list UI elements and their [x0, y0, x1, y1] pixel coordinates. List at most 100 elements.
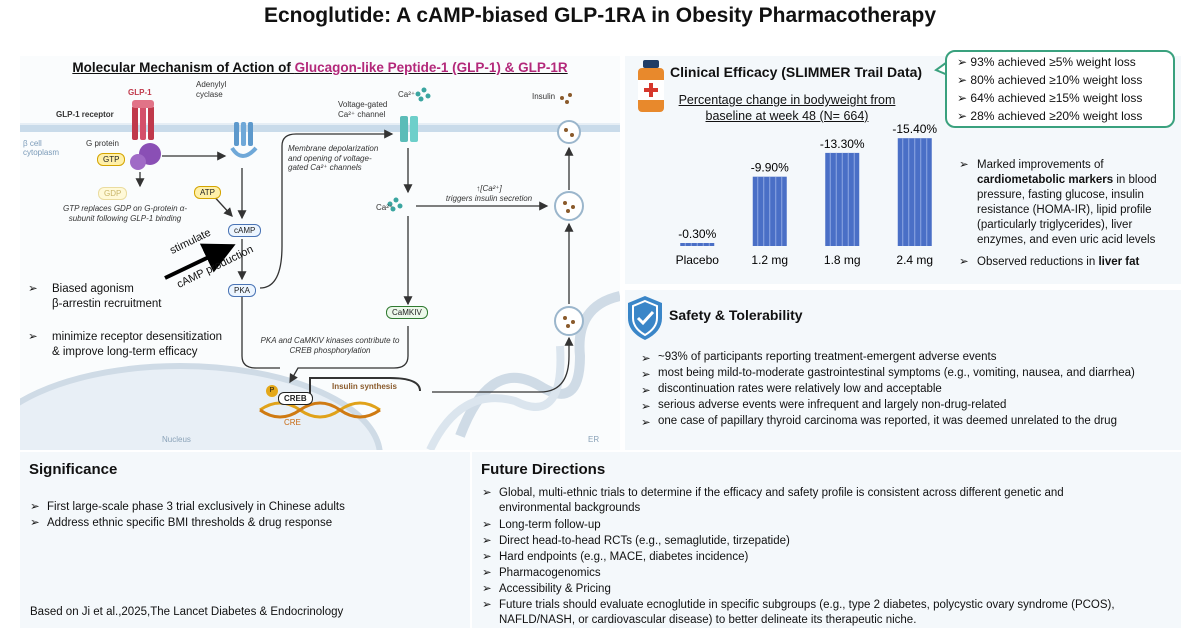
bullet-arrow-icon: ➢	[482, 583, 492, 595]
callout-text-1: 93% achieved ≥5% weight loss	[970, 55, 1136, 69]
significance-item-2: ➢ Address ethnic specific BMI thresholds …	[30, 516, 332, 531]
bullet-arrow-icon: ➢	[641, 417, 651, 429]
creb-note: PKA and CaMKIV kinases contribute to CRE…	[260, 336, 400, 355]
significance-text-2: Address ethnic specific BMI thresholds &…	[47, 517, 333, 529]
g-protein-shape	[130, 143, 161, 170]
page-title: Ecnoglutide: A cAMP-biased GLP-1RA in Ob…	[263, 4, 937, 27]
receptor-label: GLP-1 receptor	[56, 110, 114, 119]
calcium-middle-label: Ca²⁺	[376, 203, 394, 212]
bullet-arrow-icon: ➢	[959, 256, 969, 268]
bullet-arrow-icon: ➢	[482, 599, 492, 611]
citation: Based on Ji et al.,2025,The Lancet Diabe…	[30, 606, 344, 618]
insulin-synthesis-label: Insulin synthesis	[332, 382, 397, 391]
bullet-arrow-icon: ➢	[957, 55, 968, 69]
callout-line-4: ➢ 28% achieved ≥20% weight loss	[957, 109, 1142, 123]
efficacy-bullet-1: ➢ Marked improvements of cardiometabolic …	[959, 158, 1179, 248]
mechanism-title: Molecular Mechanism of Action of Glucago…	[20, 60, 620, 75]
bullet-arrow-icon: ➢	[641, 401, 651, 413]
category-tick-label: 1.8 mg	[824, 253, 861, 267]
bullet-arrow-icon: ➢	[641, 385, 651, 397]
efficacy-bullet-2-prefix: Observed reductions in	[977, 256, 1099, 268]
bullet-1-line-2: β-arrestin recruitment	[52, 298, 162, 310]
future-text-2: Long-term follow-up	[499, 519, 601, 531]
safety-item-2: ➢ most being mild-to-moderate gastrointes…	[641, 367, 1135, 381]
future-text-7a: Future trials should evaluate ecnoglutid…	[499, 599, 1115, 611]
bullet-arrow-icon: ➢	[28, 283, 38, 295]
phosphate-badge: P	[266, 385, 278, 397]
safety-text-2: most being mild-to-moderate gastrointest…	[658, 367, 1135, 379]
efficacy-title: Clinical Efficacy (SLIMMER Trail Data)	[670, 64, 923, 80]
safety-item-4: ➢ serious adverse events were infrequent …	[641, 399, 1006, 413]
insulin-vesicle-top	[557, 120, 581, 144]
calcium-ions-top	[415, 87, 431, 102]
efficacy-bullet-1-rest: in blood pressure, fasting glucose, insu…	[977, 174, 1157, 246]
future-item-1: ➢ Global, multi-ethnic trials to determin…	[482, 486, 1172, 515]
safety-text-1: ~93% of participants reporting treatment…	[658, 351, 997, 363]
stimulate-arrow	[164, 243, 236, 280]
callout-line-3: ➢ 64% achieved ≥15% weight loss	[957, 91, 1142, 105]
efficacy-panel: Clinical Efficacy (SLIMMER Trail Data) P…	[625, 56, 1181, 284]
calcium-channel-shape	[400, 116, 418, 142]
future-text-4: Hard endpoints (e.g., MACE, diabetes inc…	[499, 551, 749, 563]
efficacy-bullet-2: ➢ Observed reductions in liver fat	[959, 255, 1179, 270]
bar-value-label: -9.90%	[751, 161, 789, 175]
safety-text-4: serious adverse events were infrequent a…	[658, 399, 1007, 411]
gdp-tag: GDP	[98, 187, 128, 200]
future-text-5: Pharmacogenomics	[499, 567, 601, 579]
significance-text-1: First large-scale phase 3 trial exclusiv…	[47, 501, 345, 513]
bullet-arrow-icon: ➢	[957, 73, 968, 87]
nucleus-label: Nucleus	[162, 435, 191, 444]
future-item-7: ➢ Future trials should evaluate ecnogluti…	[482, 598, 1172, 627]
safety-text-3: discontinuation rates were relatively lo…	[658, 383, 942, 395]
bullet-arrow-icon: ➢	[641, 369, 651, 381]
bullet-arrow-icon: ➢	[28, 331, 38, 343]
safety-item-3: ➢ discontinuation rates were relatively l…	[641, 383, 942, 397]
safety-item-1: ➢ ~93% of participants reporting treatmen…	[641, 351, 996, 365]
chart-title: Percentage change in bodyweight from bas…	[678, 93, 896, 123]
mechanism-title-highlight: Glucagon-like Peptide-1 (GLP-1) & GLP-1R	[294, 60, 568, 75]
category-tick-label: 1.2 mg	[751, 253, 788, 267]
membrane-note: Membrane depolarization and opening of v…	[288, 144, 379, 172]
gtp-note: GTP replaces GDP on G-protein α-subunit …	[62, 204, 187, 223]
efficacy-bullet-1-bold: cardiometabolic markers	[977, 174, 1114, 186]
bullet-2-line-2: & improve long-term efficacy	[52, 346, 198, 358]
bullet-arrow-icon: ➢	[482, 487, 492, 499]
future-text-1a: Global, multi-ethnic trials to determine…	[499, 487, 1064, 499]
callout-line-1: ➢ 93% achieved ≥5% weight loss	[957, 55, 1136, 69]
bar-value-label: -13.30%	[820, 137, 865, 151]
bullet-arrow-icon: ➢	[482, 535, 492, 547]
medicine-bottle-icon	[638, 60, 664, 112]
bar-value-label: -0.30%	[678, 227, 716, 241]
category-tick-label: Placebo	[676, 253, 720, 267]
insulin-label: Insulin	[532, 92, 556, 101]
glp1-receptor-shape	[132, 100, 154, 140]
bullet-arrow-icon: ➢	[482, 519, 492, 531]
future-text-3: Direct head-to-head RCTs (e.g., semaglut…	[499, 535, 790, 547]
cre-label: CRE	[284, 418, 301, 427]
safety-panel: Safety & Tolerability ➢ ~93% of participa…	[625, 290, 1181, 450]
mechanism-diagram	[20, 87, 620, 450]
camkiv-tag: CaMKIV	[386, 306, 428, 319]
bar-value-label: -15.40%	[892, 124, 937, 136]
callout-text-4: 28% achieved ≥20% weight loss	[970, 109, 1143, 123]
bullet-arrow-icon: ➢	[957, 91, 968, 105]
insulin-vesicle-middle	[554, 191, 584, 221]
future-text-1b: environmental backgrounds	[499, 501, 641, 514]
safety-item-5: ➢ one case of papillary thyroid carcinoma…	[641, 415, 1117, 429]
significance-title: Significance	[29, 461, 118, 478]
beta-cell-label: β cell cytoplasm	[23, 139, 60, 157]
gtp-tag: GTP	[97, 153, 126, 166]
mechanism-panel: Molecular Mechanism of Action of Glucago…	[20, 56, 620, 450]
bullet-arrow-icon: ➢	[482, 567, 492, 579]
calcium-channel-label: Voltage-gated Ca²⁺ channel	[338, 100, 388, 119]
adenylyl-cyclase-label: Adenylyl cyclase	[196, 80, 227, 99]
efficacy-bullet-2-bold: liver fat	[1098, 256, 1140, 268]
bullet-arrow-icon: ➢	[482, 551, 492, 563]
significance-panel: Significance ➢ First large-scale phase 3 …	[20, 452, 470, 628]
safety-title: Safety & Tolerability	[669, 307, 803, 323]
er-label: ER	[588, 435, 600, 444]
er-membrane	[455, 291, 620, 438]
bullet-arrow-icon: ➢	[957, 109, 968, 123]
insulin-synthesis-arrow	[309, 377, 421, 394]
calcium-ions-middle	[387, 197, 403, 212]
